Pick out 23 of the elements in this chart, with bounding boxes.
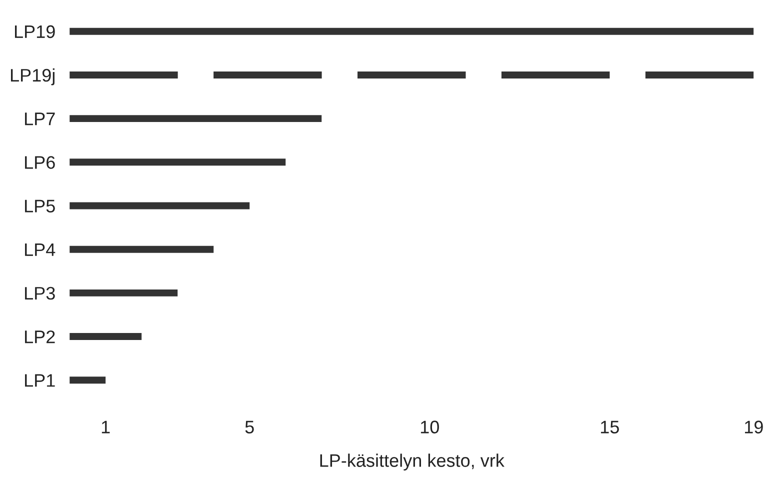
x-tick-label: 10 [420,420,439,434]
bar [70,333,142,340]
bar [70,289,178,296]
x-tick-label: 1 [102,420,110,434]
bar [70,376,106,384]
bar [70,202,250,210]
y-tick-label: LP1 [25,374,55,387]
x-axis-title: LP-käsittelyn kesto, vrk [320,454,504,471]
x-tick-label: 19 [745,420,763,434]
y-tick-label: LP6 [25,156,55,169]
y-tick-label: LP7 [25,112,55,126]
y-tick-label: LP2 [25,330,55,344]
bar [70,28,754,35]
x-tick-label: 15 [600,420,619,434]
bar [70,246,214,253]
y-tick-label: LP19 [14,25,55,38]
bar [70,158,286,166]
y-tick-label: LP19j [10,68,54,86]
y-tick-label: LP3 [25,286,55,300]
x-tick-label: 5 [245,420,254,434]
y-tick-label: LP4 [25,243,56,256]
y-tick-label: LP5 [25,200,55,212]
bar [70,115,322,122]
